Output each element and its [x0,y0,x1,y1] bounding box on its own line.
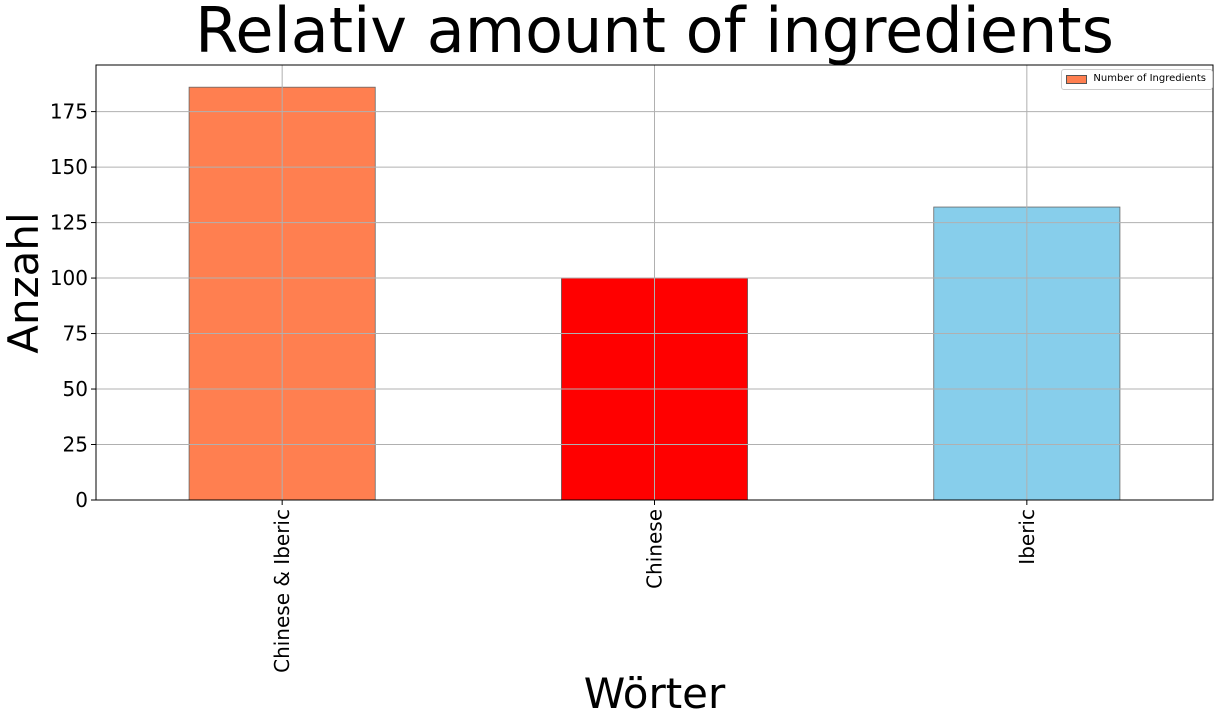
x-tick-label: Chinese [643,509,667,589]
legend-label: Number of Ingredients [1093,73,1206,84]
y-tick-label: 100 [50,266,88,290]
x-tick-label: Iberic [1015,509,1039,565]
y-tick-label: 150 [50,155,88,179]
y-tick-label: 25 [63,433,88,457]
y-tick-label: 50 [63,377,88,401]
x-tick-label: Chinese & Iberic [270,509,294,673]
y-tick-label: 175 [50,100,88,124]
legend-swatch [1066,74,1088,84]
y-tick-label: 125 [50,211,88,235]
y-tick-label: 75 [63,322,88,346]
y-tick-label: 0 [75,488,88,512]
x-axis-label: Wörter [583,669,726,718]
chart-title: Relativ amount of ingredients [195,0,1114,67]
legend: Number of Ingredients [1061,69,1213,90]
